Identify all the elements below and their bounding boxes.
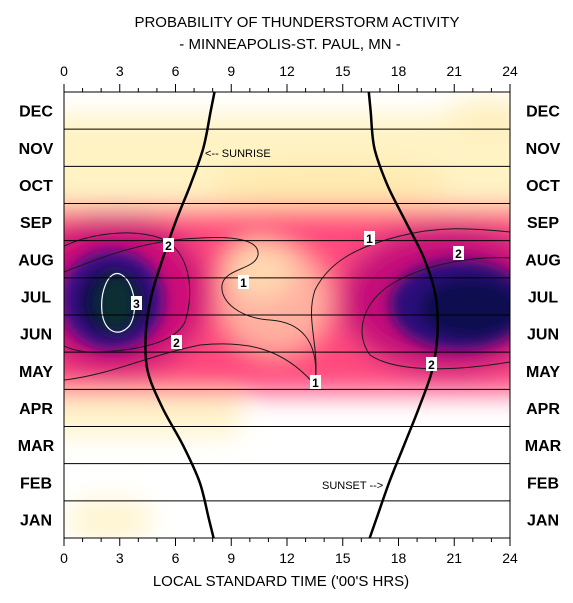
cream-patch-dec: [445, 98, 510, 142]
x-tick-label-top: 21: [446, 63, 462, 79]
chart-title: PROBABILITY OF THUNDERSTORM ACTIVITY: [134, 14, 459, 31]
x-axis-ticks-top: 0 3 6 9 12 15 18 21 24: [60, 63, 518, 92]
month-label-left: NOV: [19, 141, 54, 158]
x-axis-ticks-bottom: 0 3 6 9 12 15 18 21 24: [60, 538, 518, 566]
month-label-left: MAR: [18, 438, 55, 455]
x-tick-label-bottom: 24: [502, 550, 518, 566]
sunset-curve: [367, 91, 440, 539]
x-tick-label-top: 9: [227, 63, 235, 79]
month-label-right: AUG: [525, 252, 561, 269]
month-label-right: JAN: [527, 512, 559, 529]
month-label-right: MAY: [526, 364, 560, 381]
sunset-annotation: SUNSET -->: [322, 480, 383, 492]
x-tick-label-top: 15: [335, 63, 351, 79]
x-tick-label-top: 3: [116, 63, 124, 79]
month-label-left: JAN: [20, 512, 52, 529]
month-label-left: DEC: [19, 104, 53, 121]
chart-subtitle: - MINNEAPOLIS-ST. PAUL, MN -: [179, 36, 400, 53]
month-labels-left: JAN FEB MAR APR MAY JUN JUL AUG SEP OCT NOV DEC: [18, 104, 55, 530]
x-tick-label-bottom: 21: [446, 550, 462, 566]
cream-patch-oct: [210, 160, 450, 210]
month-label-left: JUN: [20, 327, 52, 344]
x-tick-label-bottom: 9: [227, 550, 235, 566]
month-label-left: JUL: [21, 289, 51, 306]
sunrise-annotation: <-- SUNRISE: [205, 148, 271, 160]
month-label-right: SEP: [527, 215, 559, 232]
heatmap-field: [64, 92, 510, 538]
cream-band-lower: [64, 395, 240, 435]
x-tick-label-top: 6: [172, 63, 180, 79]
midday-light: [225, 240, 295, 300]
contour-labels: 2 1 3 2 1 2 2 1: [131, 231, 464, 390]
x-tick-label-bottom: 0: [60, 550, 68, 566]
x-tick-label-top: 12: [279, 63, 295, 79]
month-label-left: FEB: [20, 475, 52, 492]
x-tick-label-top: 24: [502, 63, 518, 79]
month-label-right: OCT: [526, 178, 560, 195]
cream-patch-jan: [65, 498, 155, 538]
x-axis-label: LOCAL STANDARD TIME ('00'S HRS): [153, 573, 409, 590]
month-label-right: MAR: [525, 438, 562, 455]
month-label-right: APR: [526, 401, 560, 418]
contour-label-2-may: 2: [428, 358, 435, 372]
x-tick-label-top: 18: [391, 63, 407, 79]
contour-label-3: 3: [133, 297, 140, 311]
contour-label-2-aug: 2: [455, 247, 462, 261]
x-tick-label-top: 0: [60, 63, 68, 79]
month-label-right: DEC: [526, 104, 560, 121]
x-tick-label-bottom: 6: [172, 550, 180, 566]
sunrise-curve: [144, 91, 216, 539]
x-tick-label-bottom: 3: [116, 550, 124, 566]
month-label-left: AUG: [18, 252, 54, 269]
peak-core: [96, 275, 136, 331]
month-labels-right: JAN FEB MAR APR MAY JUN JUL AUG SEP OCT NOV DEC: [525, 104, 562, 530]
month-label-right: NOV: [526, 141, 561, 158]
month-label-left: SEP: [20, 215, 52, 232]
night-core-right: [420, 278, 510, 338]
x-tick-label-bottom: 15: [335, 550, 351, 566]
month-label-left: MAY: [19, 364, 53, 381]
contour-label-1-may: 1: [312, 376, 319, 390]
month-label-right: FEB: [527, 475, 559, 492]
month-label-right: JUN: [527, 327, 559, 344]
contour-label-2-sep: 2: [165, 239, 172, 253]
contour-1-right: [310, 228, 510, 386]
month-label-right: JUL: [528, 289, 558, 306]
contour-label-1-jul: 1: [240, 276, 247, 290]
month-label-left: APR: [19, 401, 53, 418]
contour-1-left: [64, 237, 317, 387]
month-label-left: OCT: [19, 178, 53, 195]
contour-label-1-sep: 1: [366, 232, 373, 246]
x-tick-label-bottom: 12: [279, 550, 295, 566]
contour-label-2-jun: 2: [173, 336, 180, 350]
x-tick-label-bottom: 18: [391, 550, 407, 566]
